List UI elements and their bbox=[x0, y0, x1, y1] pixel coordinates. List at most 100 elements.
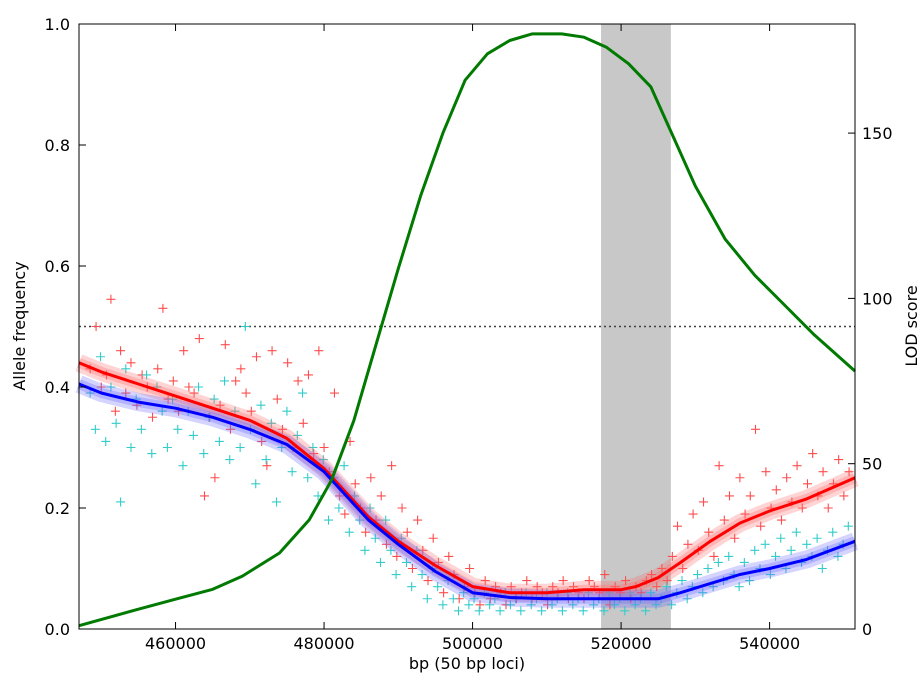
scatter-point-1 bbox=[360, 545, 370, 555]
scatter-point-0 bbox=[423, 576, 433, 586]
scatter-point-1 bbox=[833, 551, 843, 561]
scatter-point-0 bbox=[662, 576, 672, 586]
scatter-point-1 bbox=[516, 606, 526, 616]
scatter-point-1 bbox=[381, 515, 391, 525]
scatter-point-0 bbox=[439, 588, 449, 598]
scatter-point-0 bbox=[506, 582, 516, 592]
scatter-point-0 bbox=[106, 294, 116, 304]
scatter-point-0 bbox=[210, 473, 220, 483]
scatter-point-1 bbox=[557, 606, 567, 616]
scatter-point-0 bbox=[745, 491, 755, 501]
scatter-point-0 bbox=[465, 564, 475, 573]
y2-tick-label: 100 bbox=[862, 289, 893, 308]
scatter-point-1 bbox=[843, 521, 853, 531]
scatter-point-1 bbox=[693, 570, 703, 580]
scatter-point-0 bbox=[121, 388, 131, 398]
scatter-point-1 bbox=[422, 594, 432, 604]
scatter-point-1 bbox=[698, 588, 708, 598]
scatter-point-0 bbox=[792, 461, 802, 471]
y2-tick-label: 50 bbox=[862, 455, 882, 474]
scatter-point-0 bbox=[776, 515, 786, 525]
scatter-point-0 bbox=[782, 473, 792, 483]
scatter-point-0 bbox=[823, 503, 833, 513]
scatter-point-1 bbox=[469, 594, 479, 604]
scatter-point-0 bbox=[678, 564, 688, 573]
scatter-point-0 bbox=[839, 491, 849, 501]
y-tick-label: 0.4 bbox=[45, 378, 70, 397]
scatter-point-1 bbox=[745, 576, 755, 586]
scatter-point-1 bbox=[760, 539, 770, 549]
scatter-point-0 bbox=[153, 364, 163, 374]
y2-axis-title: LOD score bbox=[902, 285, 921, 366]
scatter-point-1 bbox=[802, 539, 812, 549]
scatter-point-1 bbox=[786, 545, 796, 555]
scatter-point-0 bbox=[381, 539, 391, 549]
scatter-point-1 bbox=[734, 582, 744, 592]
scatter-point-1 bbox=[199, 449, 209, 459]
scatter-point-0 bbox=[231, 376, 241, 386]
scatter-point-1 bbox=[433, 582, 443, 592]
scatter-point-1 bbox=[370, 533, 380, 543]
scatter-point-1 bbox=[828, 527, 838, 537]
scatter-point-0 bbox=[428, 533, 438, 543]
scatter-point-1 bbox=[318, 455, 328, 465]
series-line-1 bbox=[78, 382, 856, 601]
scatter-point-0 bbox=[392, 551, 402, 561]
scatter-point-1 bbox=[661, 582, 671, 592]
scatter-point-0 bbox=[802, 479, 812, 489]
scatter-point-1 bbox=[599, 606, 609, 616]
scatter-point-0 bbox=[636, 588, 646, 598]
scatter-point-1 bbox=[537, 606, 547, 616]
scatter-point-0 bbox=[366, 473, 376, 483]
scatter-point-1 bbox=[173, 424, 183, 434]
scatter-point-0 bbox=[350, 479, 360, 489]
scatter-point-1 bbox=[147, 449, 157, 459]
scatter-point-1 bbox=[214, 436, 224, 446]
scatter-point-0 bbox=[236, 364, 246, 374]
scatter-point-0 bbox=[293, 376, 303, 386]
scatter-point-1 bbox=[453, 606, 463, 616]
scatter-point-0 bbox=[189, 388, 199, 398]
scatter-point-0 bbox=[246, 406, 256, 416]
scatter-point-1 bbox=[349, 491, 359, 501]
scatter-point-1 bbox=[116, 497, 126, 507]
scatter-point-0 bbox=[647, 570, 657, 580]
scatter-point-0 bbox=[329, 388, 339, 398]
scatter-point-0 bbox=[277, 424, 287, 434]
x-tick-label: 480000 bbox=[294, 634, 355, 653]
scatter-point-1 bbox=[277, 443, 287, 452]
y2-tick-label: 0 bbox=[862, 620, 872, 639]
scatter-point-0 bbox=[168, 376, 178, 386]
y-axis-title: Allele frequency bbox=[10, 261, 29, 390]
scatter-point-1 bbox=[136, 424, 146, 434]
scatter-point-0 bbox=[199, 491, 209, 501]
x-tick-label: 520000 bbox=[591, 634, 652, 653]
scatter-point-0 bbox=[241, 388, 251, 398]
scatter-point-0 bbox=[361, 527, 371, 537]
scatter-point-1 bbox=[375, 557, 385, 567]
scatter-point-0 bbox=[376, 491, 386, 501]
scatter-point-1 bbox=[209, 394, 219, 404]
scatter-point-0 bbox=[215, 400, 225, 410]
scatter-point-1 bbox=[526, 600, 536, 610]
scatter-point-0 bbox=[179, 346, 189, 356]
scatter-point-0 bbox=[725, 491, 735, 501]
y-tick-label: 0.0 bbox=[45, 620, 70, 639]
scatter-point-0 bbox=[475, 600, 485, 610]
scatter-point-0 bbox=[480, 576, 490, 586]
scatter-point-1 bbox=[547, 600, 557, 610]
scatter-point-0 bbox=[600, 570, 610, 580]
scatter-point-1 bbox=[96, 352, 106, 362]
scatter-point-1 bbox=[106, 382, 116, 392]
scatter-point-0 bbox=[335, 491, 345, 501]
scatter-point-1 bbox=[157, 406, 167, 416]
scatter-point-0 bbox=[688, 509, 698, 519]
scatter-point-0 bbox=[548, 582, 558, 592]
scatter-point-0 bbox=[730, 533, 740, 543]
scatter-point-0 bbox=[158, 303, 168, 313]
scatter-point-0 bbox=[402, 527, 412, 537]
y-tick-label: 0.8 bbox=[45, 136, 70, 155]
scatter-point-0 bbox=[407, 564, 417, 573]
scatter-point-1 bbox=[194, 382, 204, 392]
